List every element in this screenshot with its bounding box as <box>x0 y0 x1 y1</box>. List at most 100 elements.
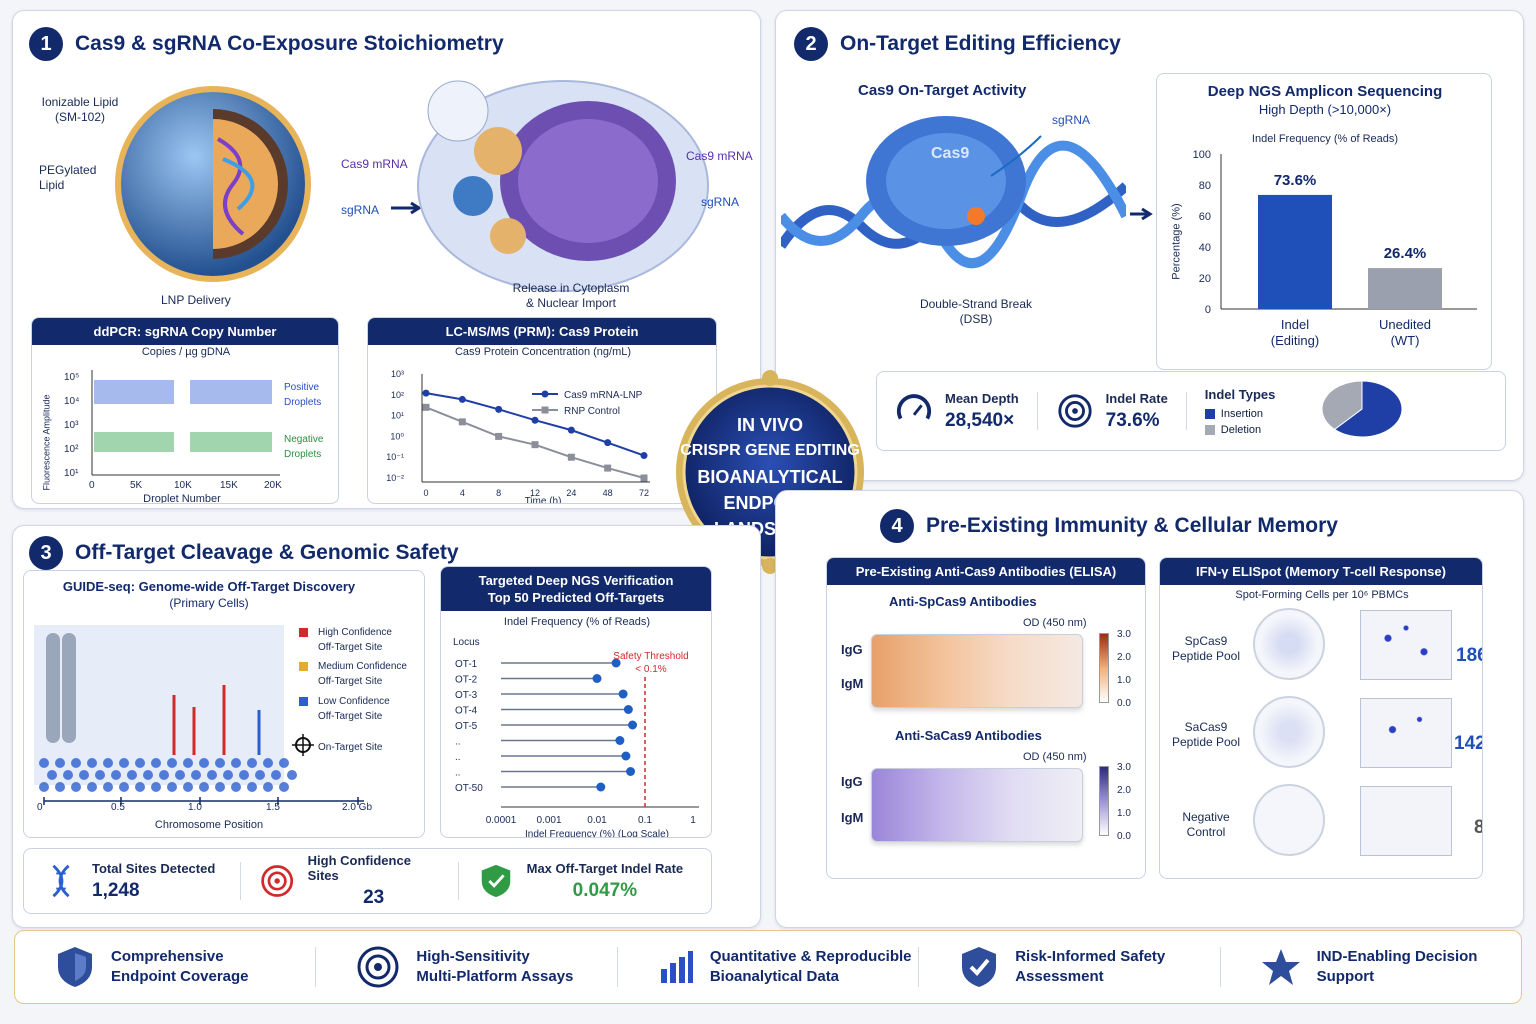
ddpcr-ytick: 10⁴ <box>64 396 80 407</box>
ngs-amplicon-subtitle: High Depth (>10,000×) <box>1258 102 1392 117</box>
y-tick-label: 10⁰ <box>390 431 404 441</box>
lollipop-point <box>618 689 628 699</box>
ngs-amplicon-card: Deep NGS Amplicon Sequencing High Depth … <box>1156 73 1492 370</box>
ngs-amplicon-title: Deep NGS Amplicon Sequencing <box>1207 83 1443 100</box>
footer-text: Quantitative & Reproducible Bioanalytica… <box>709 948 912 985</box>
low-confidence-site <box>39 782 49 792</box>
elispot-header: IFN-γ ELISpot (Memory T-cell Response) <box>1160 558 1482 585</box>
low-confidence-site <box>71 782 81 792</box>
data-point <box>458 395 466 403</box>
igg-label-sp: IgG <box>841 642 863 657</box>
data-point <box>640 452 648 460</box>
elispot-dish-spcas9 <box>1253 608 1325 680</box>
x-tick-label: 8 <box>496 488 501 498</box>
lcms-xlabel: Time (h) <box>524 496 562 504</box>
legend-label: Cas9 mRNA-LNP <box>564 390 643 401</box>
insertion-label: Insertion <box>1220 407 1263 420</box>
guide-xtick: 1.5 <box>266 802 280 813</box>
total-sites-value: 1,248 <box>92 879 140 901</box>
target-icon <box>357 946 399 988</box>
elisa-scale-sp <box>1099 633 1109 703</box>
low-confidence-site <box>247 758 257 768</box>
x-tick-label: 0 <box>423 488 428 498</box>
y-tick-label: 40 <box>1199 242 1211 254</box>
y-tick-label: 20 <box>1199 273 1211 285</box>
cas9-dna-illustration: Cas9 <box>781 116 1126 269</box>
ddpcr-xtick: 15K <box>220 480 238 491</box>
low-confidence-site <box>55 758 65 768</box>
anti-sacas9-title: Anti-SaCas9 Antibodies <box>895 728 1042 743</box>
divider <box>457 862 459 900</box>
divider <box>315 947 317 987</box>
low-confidence-site <box>143 770 153 780</box>
panel3-heading: 3 Off-Target Cleavage & Genomic Safety <box>29 536 459 570</box>
bar-chart-icon <box>660 951 693 983</box>
lnp-sgrna-label: sgRNA <box>341 203 380 217</box>
od-label-sa: OD (450 nm) <box>1023 751 1087 763</box>
divider <box>1185 392 1187 430</box>
pie-slice <box>1321 380 1363 431</box>
low-confidence-site <box>135 758 145 768</box>
footer-text: IND-Enabling Decision Support <box>1316 948 1478 985</box>
low-confidence-site <box>87 758 97 768</box>
high-confidence-stat: High Confidence Sites 23 <box>241 853 457 909</box>
footer-item: High-Sensitivity Multi-Platform Assays <box>316 945 616 989</box>
scale-tick: 1.0 <box>1117 675 1131 686</box>
ddpcr-ytick: 10⁵ <box>64 372 80 383</box>
x-tick-label: 0.0001 <box>486 815 517 826</box>
low-confidence-site <box>119 758 129 768</box>
igm-label-sa: IgM <box>841 810 864 825</box>
arrow-right-icon <box>391 201 422 215</box>
elispot-row-value: 142 <box>1454 733 1483 754</box>
data-point <box>604 439 612 447</box>
ddpcr-ytick: 10³ <box>64 420 79 431</box>
panel1-heading: 1 Cas9 & sgRNA Co-Exposure Stoichiometry <box>29 27 504 61</box>
low-confidence-site <box>111 770 121 780</box>
x-tick-label: Indel <box>1281 317 1309 332</box>
x-tick-label: (WT) <box>1391 333 1420 348</box>
x-tick-label: 12 <box>530 488 540 498</box>
low-confidence-site <box>191 770 201 780</box>
scale-tick: 2.0 <box>1117 785 1131 796</box>
lnp-delivery-label: LNP Delivery <box>161 293 231 307</box>
x-tick-label: 4 <box>460 488 465 498</box>
medium-confidence-swatch <box>299 662 308 671</box>
low-confidence-site <box>239 770 249 780</box>
elispot-zoom-sacas9 <box>1360 698 1452 768</box>
y-tick-label: 10² <box>391 390 404 400</box>
shield-icon <box>58 947 92 987</box>
total-sites-stat: Total Sites Detected 1,248 <box>24 861 240 902</box>
low-confidence-site <box>183 758 193 768</box>
locus-label: .. <box>455 768 461 779</box>
panel4-heading: 4 Pre-Existing Immunity & Cellular Memor… <box>880 509 1338 543</box>
indel-types-pie <box>1321 380 1403 438</box>
legend-on-target: On-Target Site <box>318 742 383 753</box>
ddpcr-header: ddPCR: sgRNA Copy Number <box>32 318 338 345</box>
deletion-label: Deletion <box>1220 423 1262 436</box>
elispot-row-label: SpCas9 Peptide Pool <box>1171 634 1241 663</box>
y-tick-label: 10⁻² <box>386 473 404 483</box>
low-confidence-site <box>263 758 273 768</box>
crosshair-icon <box>292 734 314 756</box>
bar-value-label: 26.4% <box>1384 245 1427 262</box>
locus-label: OT-5 <box>455 721 478 732</box>
elispot-dish-negative <box>1253 784 1325 856</box>
bar <box>1368 268 1442 309</box>
y-tick-label: 0 <box>1205 304 1211 316</box>
footer-text: Comprehensive Endpoint Coverage <box>111 948 249 985</box>
x-tick-label: 1 <box>690 815 696 826</box>
divider <box>1219 947 1221 987</box>
y-tick-label: 100 <box>1193 149 1211 161</box>
on-target-stats: Mean Depth 28,540× Indel Rate 73.6% Indel … <box>876 371 1506 451</box>
low-confidence-site <box>175 770 185 780</box>
guide-seq-subtitle: (Primary Cells) <box>169 596 249 610</box>
panel2-heading: 2 On-Target Editing Efficiency <box>794 27 1121 61</box>
sgrna-pointer-label: sgRNA <box>1052 113 1091 127</box>
low-confidence-site <box>271 770 281 780</box>
panel3-number: 3 <box>29 536 63 570</box>
low-confidence-site <box>103 782 113 792</box>
y-tick-label: 10³ <box>391 369 404 379</box>
cas9-text: Cas9 <box>931 145 969 162</box>
low-confidence-site <box>151 782 161 792</box>
